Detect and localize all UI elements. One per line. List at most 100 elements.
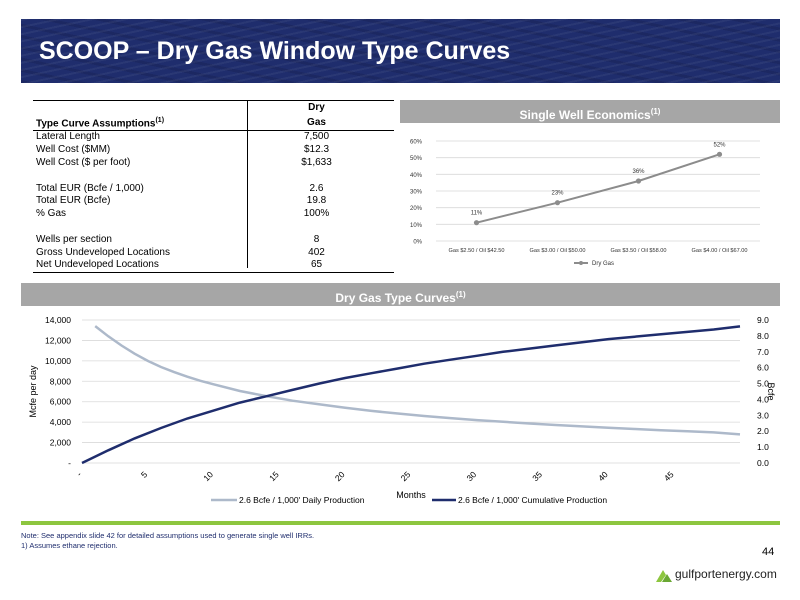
- assumption-label: Total EUR (Bcfe / 1,000): [36, 182, 144, 194]
- type-curve-x-axis-label: Months: [396, 490, 426, 500]
- economics-legend-label: Dry Gas: [592, 261, 614, 267]
- assumption-row: Wells per section 8: [33, 234, 394, 247]
- assumption-row: [33, 221, 394, 234]
- type-curves-header: Dry Gas Type Curves(1): [21, 283, 780, 306]
- type-curve-y2-tick: 3.0: [757, 410, 769, 420]
- economics-series-line: [476, 153, 720, 224]
- assumption-row: Total EUR (Bcfe) 19.8: [33, 195, 394, 208]
- assumption-label: % Gas: [36, 208, 67, 220]
- type-curve-x-tick: 15: [267, 469, 281, 483]
- footnote: Note: See appendix slide 42 for detailed…: [21, 531, 314, 551]
- assumptions-header-col2-line2: Gas: [239, 114, 394, 132]
- assumption-row: Well Cost ($ per foot) $1,633: [33, 157, 394, 170]
- assumption-value: $1,633: [301, 156, 332, 168]
- economics-y-tick: 30%: [410, 190, 423, 196]
- type-curves-header-text: Dry Gas Type Curves: [335, 291, 456, 305]
- type-curve-y2-axis-label: Bcfe: [766, 382, 776, 400]
- type-curve-y2-tick: 4.0: [757, 394, 769, 404]
- type-curves-chart: - 2,000 4,000 6,000 8,000 10,000 12,000 14,000 0…: [28, 315, 776, 505]
- economics-data-point: [635, 178, 642, 184]
- assumption-label: Wells per section: [36, 233, 112, 245]
- type-curve-y2-tick: 7.0: [757, 347, 769, 357]
- economics-y-tick: 60%: [410, 140, 423, 146]
- economics-x-tick: Gas $3.00 / Oil $50.00: [530, 248, 586, 254]
- economics-data-label: 36%: [632, 169, 645, 175]
- type-curve-y-tick: 4,000: [50, 417, 72, 427]
- assumption-value: 2.6: [309, 182, 324, 194]
- economics-x-tick: Gas $2.50 / Oil $42.50: [449, 248, 505, 254]
- economics-header-footnote: (1): [650, 107, 661, 116]
- assumption-value: [239, 170, 394, 183]
- footnote-line-2: 1) Assumes ethane rejection.: [21, 541, 118, 550]
- type-curve-y2-tick: 1.0: [757, 442, 769, 452]
- economics-data-point: [473, 220, 480, 226]
- assumption-label: [33, 221, 239, 234]
- type-curve-y-axis-label: Mcfe per day: [28, 365, 38, 418]
- type-curve-y2-tick: 6.0: [757, 363, 769, 373]
- footer-accent-bar: [21, 521, 780, 525]
- assumptions-header-label: Type Curve Assumptions: [36, 118, 156, 130]
- assumption-label: Gross Undeveloped Locations: [36, 246, 170, 258]
- daily-production-line: [94, 325, 741, 436]
- assumptions-header-col2-line1: Dry: [239, 100, 394, 114]
- type-curve-y-tick: -: [68, 458, 71, 468]
- assumption-value: 100%: [303, 208, 330, 220]
- economics-x-tick: Gas $4.00 / Oil $67.00: [692, 248, 748, 254]
- type-curve-x-tick: -: [74, 469, 83, 478]
- footnote-line-1: Note: See appendix slide 42 for detailed…: [21, 531, 315, 540]
- legend-daily-label: 2.6 Bcfe / 1,000' Daily Production: [239, 495, 365, 505]
- economics-y-tick: 50%: [410, 156, 423, 162]
- assumptions-header-col1: Type Curve Assumptions(1): [33, 114, 239, 132]
- page-number: 44: [762, 546, 775, 558]
- assumption-label: Total EUR (Bcfe): [36, 195, 111, 207]
- type-curve-y2-tick: 2.0: [757, 426, 769, 436]
- assumption-label: Net Undeveloped Locations: [33, 259, 239, 274]
- economics-data-label: 23%: [551, 191, 564, 197]
- economics-y-tick: 40%: [410, 173, 423, 179]
- assumption-label: Well Cost ($MM): [36, 144, 111, 156]
- title-banner: SCOOP – Dry Gas Window Type Curves: [21, 19, 780, 83]
- type-curve-y-tick: 2,000: [50, 438, 72, 448]
- type-curve-y2-tick: 8.0: [757, 331, 769, 341]
- type-curve-y2-tick: 0.0: [757, 458, 769, 468]
- gulfport-logo-icon: [656, 570, 672, 582]
- assumption-value: [239, 221, 394, 234]
- assumption-row: % Gas 100%: [33, 208, 394, 221]
- assumption-value: 402: [308, 246, 325, 258]
- type-curves-chart-area: - 2,000 4,000 6,000 8,000 10,000 12,000 14,000 0…: [21, 306, 780, 514]
- economics-y-tick: 20%: [410, 206, 423, 212]
- type-curve-y-tick: 10,000: [45, 356, 71, 366]
- assumptions-table: Dry Type Curve Assumptions(1) Gas Latera…: [33, 100, 394, 274]
- assumption-value: 65: [239, 259, 394, 274]
- type-curve-x-tick: 45: [662, 469, 676, 483]
- assumption-label: Lateral Length: [36, 131, 100, 143]
- assumption-value: 8: [313, 233, 320, 245]
- company-website: gulfportenergy.com: [675, 567, 777, 581]
- type-curve-x-tick: 35: [530, 469, 544, 483]
- type-curve-x-tick: 30: [464, 469, 478, 483]
- legend-cumulative-label: 2.6 Bcfe / 1,000' Cumulative Production: [458, 495, 607, 505]
- type-curve-y-tick: 14,000: [45, 315, 71, 325]
- economics-header-text: Single Well Economics: [519, 108, 651, 122]
- economics-header: Single Well Economics(1): [400, 100, 780, 123]
- economics-legend-marker: [579, 261, 583, 265]
- type-curve-x-tick: 5: [139, 469, 150, 480]
- assumption-value: 7,500: [303, 131, 330, 143]
- type-curve-y2-tick: 9.0: [757, 315, 769, 325]
- page-title: SCOOP – Dry Gas Window Type Curves: [39, 37, 511, 65]
- type-curves-header-footnote: (1): [455, 290, 466, 299]
- assumption-label: [33, 170, 239, 183]
- assumption-value: 19.8: [306, 195, 327, 207]
- economics-y-tick: 10%: [410, 223, 423, 229]
- type-curve-y-tick: 12,000: [45, 335, 71, 345]
- type-curve-x-tick: 40: [596, 469, 610, 483]
- economics-x-tick: Gas $3.50 / Oil $58.00: [611, 248, 667, 254]
- assumption-label: Well Cost ($ per foot): [36, 156, 131, 168]
- type-curve-y-tick: 8,000: [50, 376, 72, 386]
- assumption-row: Well Cost ($MM) $12.3: [33, 144, 394, 157]
- type-curve-x-tick: 10: [201, 469, 215, 483]
- table-column-divider: [247, 100, 248, 268]
- economics-y-tick: 0%: [413, 240, 422, 246]
- assumption-row: Total EUR (Bcfe / 1,000) 2.6: [33, 183, 394, 196]
- type-curve-x-tick: 25: [399, 469, 413, 483]
